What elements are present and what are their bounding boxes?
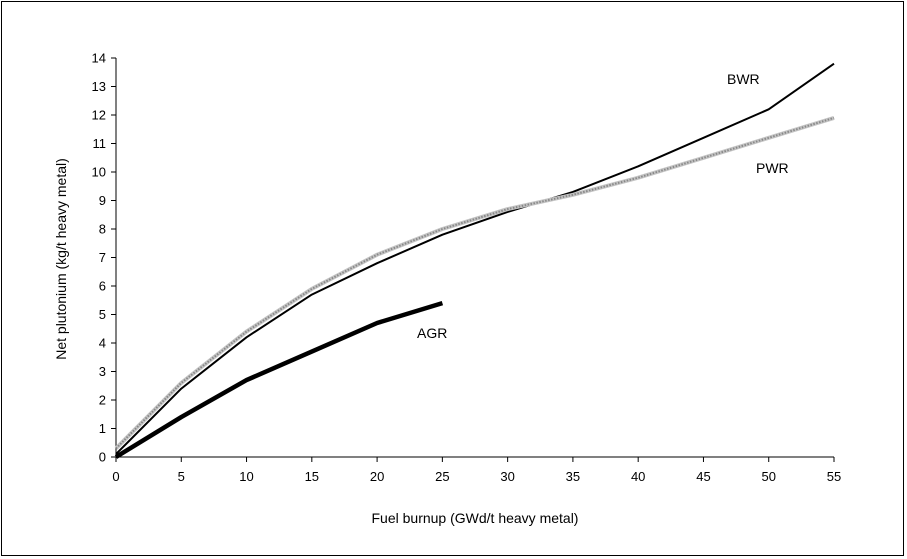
y-tick-label: 7 <box>99 250 106 265</box>
series-line-bwr <box>115 62 835 455</box>
x-tick-label: 45 <box>696 469 710 484</box>
x-tick-label: 5 <box>178 469 185 484</box>
y-tick-label: 10 <box>92 165 106 180</box>
y-tick-label: 9 <box>99 193 106 208</box>
x-tick-label: 10 <box>239 469 253 484</box>
series-label-bwr: BWR <box>727 71 760 87</box>
series-line-pwr-halo <box>114 115 835 450</box>
y-tick-label: 0 <box>99 450 106 465</box>
x-tick-label: 35 <box>566 469 580 484</box>
series-layer <box>114 62 835 459</box>
y-tick-label: 6 <box>99 279 106 294</box>
y-axis-title: Net plutonium (kg/t heavy metal) <box>53 158 69 360</box>
y-tick-label: 11 <box>93 136 107 151</box>
y-tick-label: 1 <box>99 421 106 436</box>
series-label-agr: AGR <box>417 325 447 341</box>
y-tick-label: 5 <box>99 307 106 322</box>
x-tick-label: 30 <box>500 469 514 484</box>
series-line-agr <box>114 300 444 459</box>
y-tick-label: 2 <box>99 393 106 408</box>
y-tick-label: 14 <box>92 51 106 66</box>
series-line-pwr <box>115 116 835 450</box>
y-tick-label: 13 <box>92 79 106 94</box>
series-label-pwr: PWR <box>756 160 789 176</box>
y-tick-label: 12 <box>92 108 106 123</box>
x-tick-label: 0 <box>112 469 119 484</box>
x-tick-label: 25 <box>435 469 449 484</box>
x-tick-label: 15 <box>305 469 319 484</box>
y-tick-label: 4 <box>99 336 106 351</box>
x-tick-label: 55 <box>827 469 841 484</box>
axes <box>115 58 834 458</box>
x-tick-label: 50 <box>761 469 775 484</box>
y-tick-label: 3 <box>99 364 106 379</box>
x-axis-ticks: 0 5 10 15 20 25 30 35 40 45 50 55 <box>112 457 841 484</box>
y-tick-label: 8 <box>99 222 106 237</box>
x-tick-label: 20 <box>370 469 384 484</box>
x-axis-title: Fuel burnup (GWd/t heavy metal) <box>372 510 579 526</box>
x-tick-label: 40 <box>631 469 645 484</box>
